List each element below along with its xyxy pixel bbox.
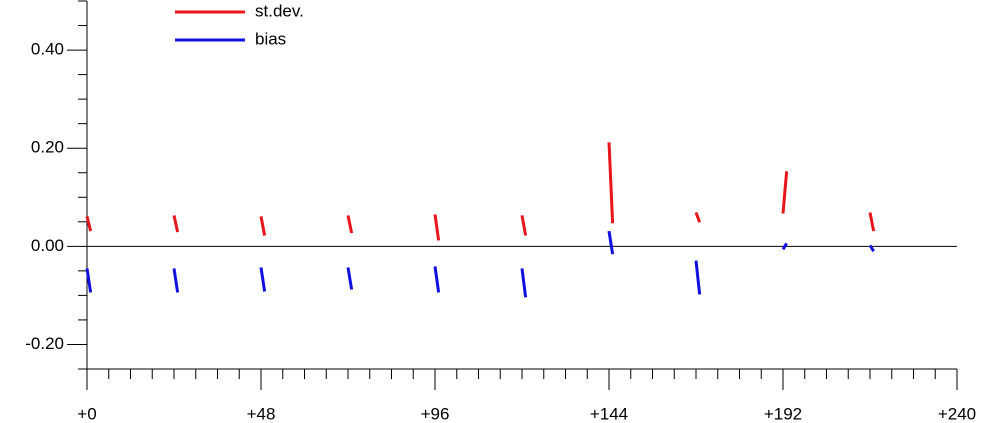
- x-tick-label: +144: [590, 404, 628, 423]
- x-tick-label: +192: [764, 404, 802, 423]
- y-tick-label: -0.20: [25, 334, 64, 353]
- x-tick-label: +96: [421, 404, 450, 423]
- x-tick-label: +0: [77, 404, 96, 423]
- y-tick-label: 0.20: [31, 138, 64, 157]
- y-tick-label: 0.40: [31, 40, 64, 59]
- x-tick-label: +240: [938, 404, 976, 423]
- series-line: [85, 142, 876, 241]
- series-line: [85, 230, 875, 298]
- y-tick-label: 0.00: [31, 236, 64, 255]
- x-tick-label: +48: [247, 404, 276, 423]
- legend-label: st.dev.: [255, 1, 304, 20]
- legend-label: bias: [255, 29, 286, 48]
